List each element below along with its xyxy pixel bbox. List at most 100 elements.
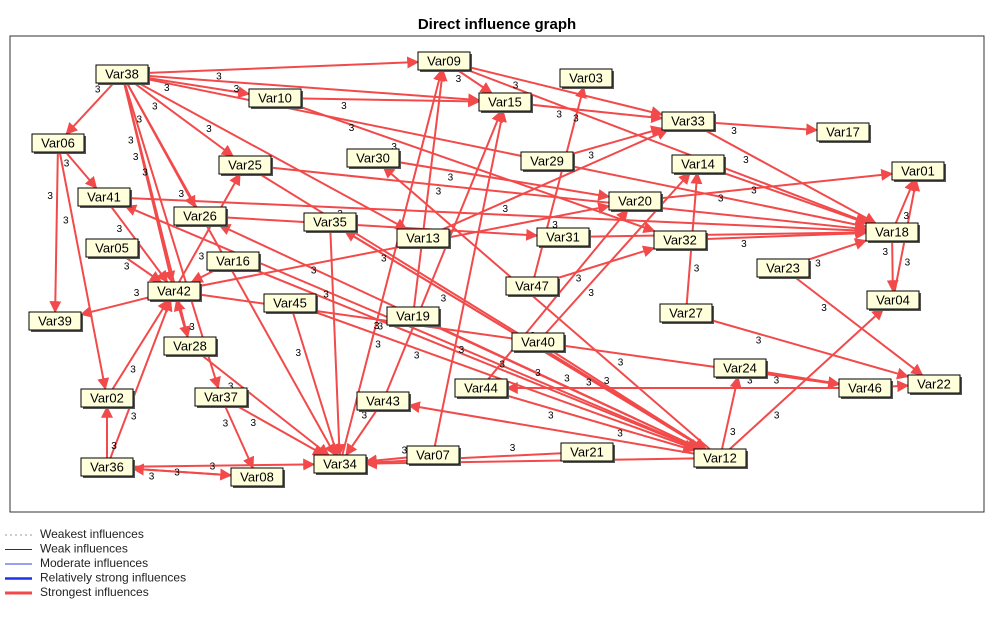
node-box — [147, 281, 201, 301]
node-label: Var40 — [521, 334, 555, 349]
node-box — [396, 228, 450, 248]
node-label: Var24 — [723, 360, 757, 375]
node-box — [173, 206, 227, 226]
node-label: Var41 — [87, 189, 121, 204]
legend-label: Weakest influences — [40, 527, 144, 541]
influence-edge — [634, 168, 894, 202]
influence-edge — [679, 227, 868, 241]
node: Var07 — [406, 445, 461, 466]
node: Var35 — [303, 212, 358, 233]
node-label: Var35 — [313, 214, 347, 229]
edge-weight: 3 — [149, 472, 155, 483]
legend-label: Weak influences — [40, 542, 128, 556]
node-label: Var19 — [396, 308, 430, 323]
node-label: Var34 — [323, 456, 357, 471]
edge-weight: 3 — [362, 411, 368, 422]
edge-weight: 3 — [414, 351, 420, 362]
node-label: Var05 — [95, 240, 129, 255]
node-box — [865, 222, 919, 242]
edge-weight: 3 — [210, 462, 216, 473]
node-box — [417, 51, 471, 71]
node-label: Var30 — [356, 150, 390, 165]
influence-edge — [480, 387, 696, 454]
node: Var37 — [194, 387, 249, 408]
influence-edge — [685, 312, 910, 380]
influence-edge — [422, 128, 669, 239]
node: Var31 — [536, 227, 591, 248]
node: Var26 — [173, 206, 228, 227]
edge-weight: 3 — [730, 427, 736, 438]
edge-weight: 3 — [535, 368, 541, 379]
edge-weight: 3 — [821, 303, 827, 314]
influence-edge — [106, 458, 316, 471]
node: Var25 — [218, 155, 273, 176]
node: Var27 — [659, 303, 714, 324]
node-label: Var25 — [228, 157, 262, 172]
node-label: Var04 — [876, 292, 910, 307]
edge-weight: 3 — [174, 468, 180, 479]
edge-weight: 3 — [604, 376, 610, 387]
edge-weight: 3 — [296, 348, 302, 359]
node-label: Var12 — [703, 450, 737, 465]
node: Var45 — [263, 293, 318, 314]
edge-weight: 3 — [747, 376, 753, 387]
node-label: Var27 — [669, 305, 703, 320]
node-label: Var07 — [416, 447, 450, 462]
node-box — [505, 276, 559, 296]
node-box — [95, 64, 149, 84]
edge-weight: 3 — [47, 191, 53, 202]
edge-weight: 3 — [459, 345, 465, 356]
nodes: Var38 Var09 Var03 Var10 Var15 Var33 Var17 Var06… — [28, 51, 962, 488]
edge-weight: 3 — [499, 360, 505, 371]
edge-weight: 3 — [341, 101, 347, 112]
node-box — [756, 258, 810, 278]
node-label: Var01 — [901, 163, 935, 178]
node-label: Var47 — [515, 278, 549, 293]
node-label: Var43 — [366, 393, 400, 408]
edge-weight: 3 — [381, 253, 387, 264]
node-box — [907, 374, 961, 394]
node-label: Var06 — [41, 135, 75, 150]
node-label: Var33 — [671, 113, 705, 128]
node: Var12 — [693, 448, 748, 469]
node-box — [248, 88, 302, 108]
influence-edge — [289, 302, 697, 451]
edge-weight: 3 — [552, 220, 558, 231]
edge-weight: 3 — [133, 152, 139, 163]
node-label: Var02 — [90, 390, 124, 405]
influence-edge — [407, 401, 721, 459]
node-box — [659, 303, 713, 323]
influence-edge — [124, 204, 721, 459]
node: Var34 — [313, 454, 368, 475]
node: Var46 — [838, 378, 893, 399]
edge-weight: 3 — [436, 187, 442, 198]
node-box — [230, 467, 284, 487]
node-label: Var37 — [204, 389, 238, 404]
edge-weight: 3 — [64, 158, 70, 169]
influence-edge — [697, 163, 868, 226]
influence-edge — [103, 196, 868, 237]
node: Var20 — [608, 191, 663, 212]
edge-weight: 3 — [131, 411, 137, 422]
edge-weight: 3 — [164, 83, 170, 94]
node: Var16 — [206, 251, 261, 272]
influence-edge — [687, 120, 877, 224]
legend-label: Moderate influences — [40, 556, 148, 570]
node-label: Var31 — [546, 229, 580, 244]
node-label: Var26 — [183, 208, 217, 223]
node: Var10 — [248, 88, 303, 109]
influence-edge — [412, 315, 702, 450]
node-box — [866, 290, 920, 310]
edge-weight: 3 — [402, 445, 408, 456]
node: Var02 — [80, 388, 135, 409]
influence-edge — [443, 60, 664, 118]
edge-weight: 3 — [111, 441, 117, 452]
node: Var05 — [85, 238, 140, 259]
node-box — [891, 161, 945, 181]
edge-weight: 3 — [743, 155, 749, 166]
edge-weight: 3 — [756, 336, 762, 347]
node-label: Var45 — [273, 295, 307, 310]
node-box — [661, 111, 715, 131]
